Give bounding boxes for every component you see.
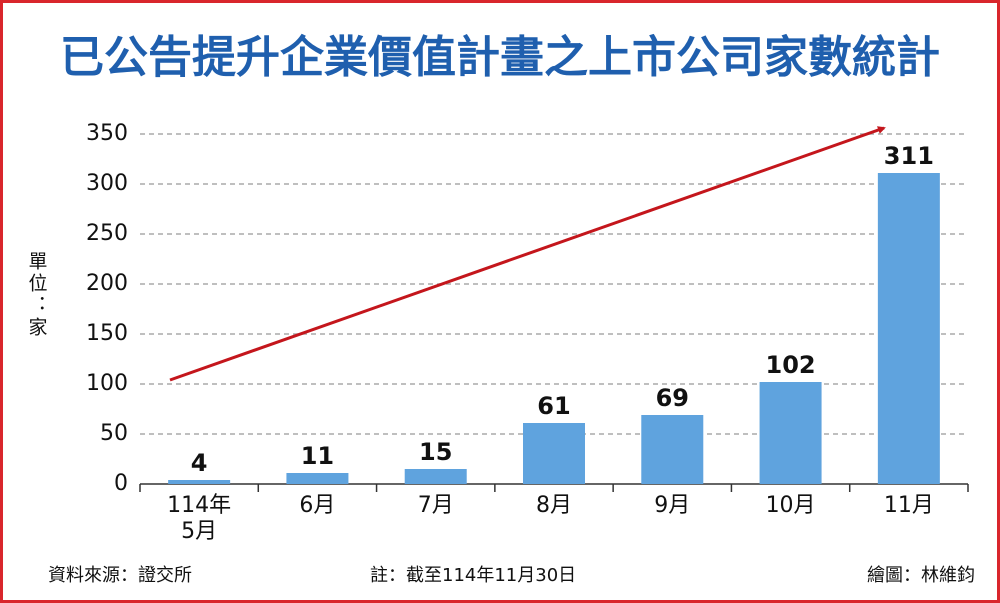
y-tick-label: 150: [86, 321, 128, 346]
x-tick-label: 9月: [654, 493, 690, 518]
value-label: 69: [656, 384, 689, 412]
value-label: 15: [419, 438, 452, 466]
y-tick-label: 300: [86, 171, 128, 196]
x-tick-label: 114年 5月: [167, 493, 231, 544]
y-tick-label: 350: [86, 121, 128, 146]
credit: 繪圖：林維鈞: [867, 565, 975, 586]
y-axis-label: 單位：家: [26, 251, 48, 339]
value-label: 311: [884, 142, 934, 170]
x-tick-label: 11月: [884, 493, 934, 518]
trend-arrow: [169, 126, 886, 382]
bar: [404, 469, 467, 484]
x-tick-label: 6月: [299, 493, 335, 518]
x-tick-label: 10月: [766, 493, 816, 518]
chart-title: 已公告提升企業價值計畫之上市公司家數統計: [60, 32, 940, 83]
y-tick-label: 100: [86, 371, 128, 396]
note: 註：截至114年11月30日: [370, 565, 576, 586]
y-tick-label: 200: [86, 271, 128, 296]
y-tick-label: 0: [114, 471, 128, 496]
bar: [168, 480, 231, 484]
x-tick-label: 7月: [418, 493, 454, 518]
value-label: 11: [301, 442, 334, 470]
value-label: 102: [766, 351, 816, 379]
bar: [877, 173, 940, 484]
source: 資料來源：證交所: [48, 565, 192, 586]
bar: [523, 423, 585, 484]
y-tick-label: 50: [100, 421, 128, 446]
value-label: 61: [537, 392, 570, 420]
bar: [286, 473, 349, 484]
x-tick-label: 8月: [536, 493, 572, 518]
bar: [759, 382, 822, 484]
y-tick-label: 250: [86, 221, 128, 246]
value-label: 4: [191, 449, 208, 477]
bar: [641, 415, 704, 484]
